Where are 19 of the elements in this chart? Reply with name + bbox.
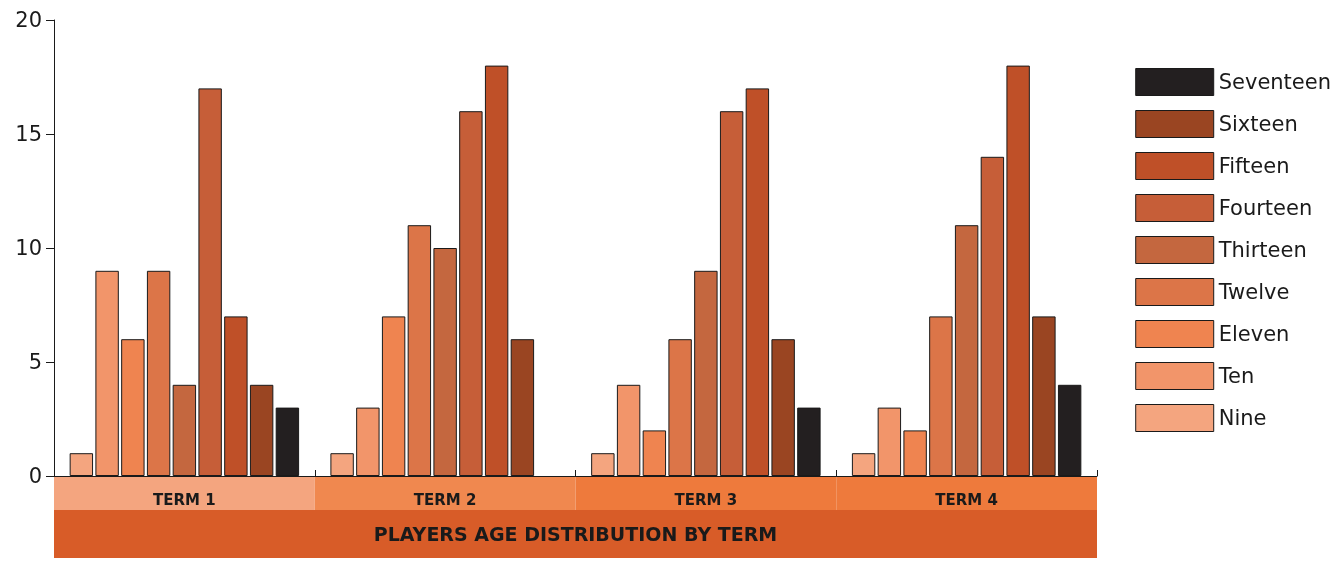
x-tick-label: TERM 3 bbox=[674, 491, 738, 509]
y-tick-label: 10 bbox=[15, 236, 42, 260]
y-tick-label: 15 bbox=[15, 122, 42, 146]
legend-label: Thirteen bbox=[1217, 238, 1307, 262]
y-tick-label: 0 bbox=[28, 464, 42, 488]
legend-label: Fifteen bbox=[1218, 154, 1290, 178]
text: PLAYERS AGE DISTRIBUTION BY TERM bbox=[373, 523, 778, 545]
legend-label: Twelve bbox=[1217, 280, 1290, 304]
legend-label: Eleven bbox=[1218, 322, 1290, 346]
x-tick-label: TERM 2 bbox=[413, 491, 477, 509]
y-tick-label: 5 bbox=[28, 350, 42, 374]
legend-label: Fourteen bbox=[1218, 196, 1313, 220]
legend-label: Sixteen bbox=[1218, 112, 1298, 136]
legend-label: Ten bbox=[1217, 364, 1255, 388]
y-tick-label: 20 bbox=[15, 8, 42, 32]
legend-label: Seventeen bbox=[1218, 70, 1332, 94]
x-tick-label: TERM 1 bbox=[153, 491, 216, 509]
legend-label: Nine bbox=[1218, 406, 1267, 430]
x-tick-label: TERM 4 bbox=[935, 491, 998, 509]
